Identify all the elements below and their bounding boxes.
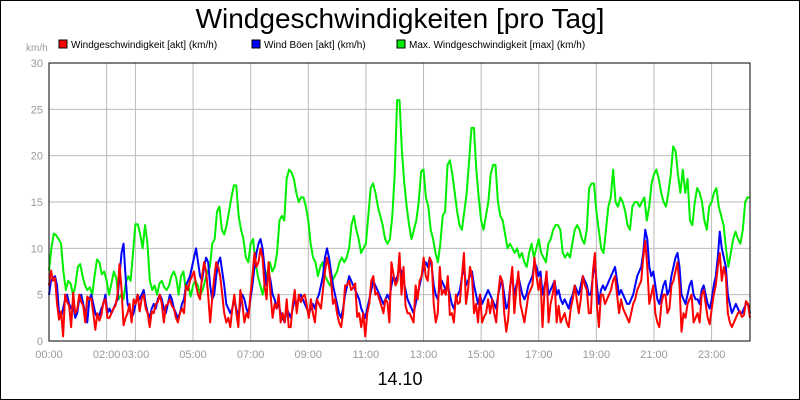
x-tick-label: 23:00 <box>698 349 726 361</box>
x-tick-label: 17:00 <box>525 349 553 361</box>
x-tick-label: 19:00 <box>583 349 611 361</box>
plot-border <box>48 62 751 342</box>
x-tick-label: 13:00 <box>410 349 438 361</box>
x-tick-label: 05:00 <box>179 349 207 361</box>
series-line-max-windgeschwindigkeit <box>48 99 750 301</box>
y-axis-unit: km/h <box>26 43 48 54</box>
y-tick-label: 15 <box>31 197 43 209</box>
legend-swatch-akt <box>58 39 68 49</box>
legend: Windgeschwindigkeit [akt] (km/h) Wind Bö… <box>58 39 585 51</box>
legend-label-boeen: Wind Böen [akt] (km/h) <box>264 40 366 51</box>
x-tick-label: 09:00 <box>295 349 323 361</box>
x-tick-label: 00:00 <box>35 349 63 361</box>
x-tick-label: 02:00 <box>93 349 121 361</box>
y-tick-label: 10 <box>31 243 43 255</box>
series-line-windgeschwindigkeit <box>48 239 751 338</box>
legend-swatch-max <box>396 39 406 49</box>
x-axis-date-label: 14.10 <box>377 369 422 389</box>
x-tick-label: 07:00 <box>237 349 265 361</box>
x-tick-label: 21:00 <box>640 349 668 361</box>
y-tick-labels: 0 5 10 15 20 25 30 <box>31 58 43 348</box>
x-tick-label: 15:00 <box>467 349 495 361</box>
y-tick-label: 25 <box>31 104 43 116</box>
chart-title: Windgeschwindigkeiten [pro Tag] <box>196 3 605 34</box>
y-tick-label: 5 <box>37 290 43 302</box>
legend-swatch-boeen <box>251 39 261 49</box>
x-tick-labels: 00:00 02:00 03:00 05:00 07:00 09:00 11:00 13:00… <box>35 349 725 361</box>
x-tick-label: 11:00 <box>353 349 380 361</box>
legend-label-akt: Windgeschwindigkeit [akt] (km/h) <box>71 40 217 51</box>
y-tick-label: 30 <box>31 58 43 70</box>
y-tick-label: 0 <box>37 336 43 348</box>
legend-label-max: Max. Windgeschwindigkeit [max] (km/h) <box>409 40 585 51</box>
y-tick-label: 20 <box>31 151 43 163</box>
series-lines <box>48 99 751 338</box>
x-tick-label: 03:00 <box>122 349 150 361</box>
